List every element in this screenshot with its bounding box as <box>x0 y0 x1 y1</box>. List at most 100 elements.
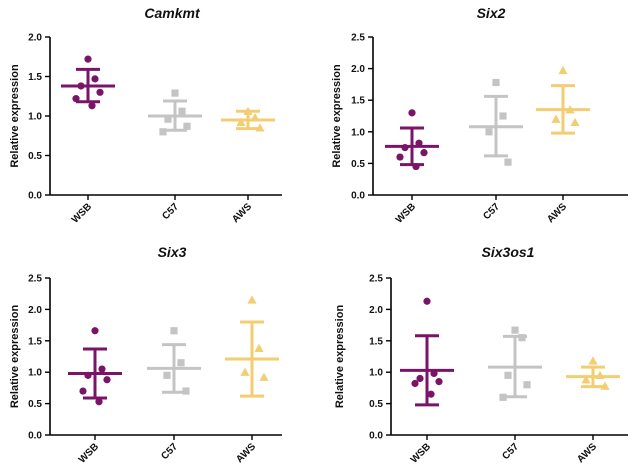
data-point <box>84 55 92 63</box>
y-tick-label: 2.5 <box>351 33 365 44</box>
data-point <box>236 117 246 126</box>
y-tick-label: 0.5 <box>28 151 42 162</box>
data-point <box>423 297 431 305</box>
data-point <box>170 327 178 335</box>
data-point <box>600 381 610 390</box>
data-point <box>492 78 500 87</box>
y-axis-label: Relative expression <box>9 305 21 409</box>
x-tick-label: AWS <box>234 441 258 465</box>
data-point <box>72 95 80 103</box>
panel-title: Six3os1 <box>482 244 535 260</box>
x-tick-label: C57 <box>500 441 521 462</box>
data-point <box>581 375 591 384</box>
panel-camkmt: Camkmt Relative expression 0.0 0.5 1.0 1.5 2.0… <box>9 5 282 226</box>
data-point <box>499 393 507 401</box>
panel-title: Camkmt <box>144 5 201 21</box>
group-wsb <box>400 297 454 407</box>
data-point <box>396 153 404 161</box>
y-tick-label: 1.5 <box>28 72 42 83</box>
y-axis-label: Relative expression <box>334 305 346 409</box>
data-point <box>511 326 519 334</box>
data-point <box>518 334 526 342</box>
y-tick-label: 1.5 <box>351 96 365 107</box>
data-point <box>171 89 179 97</box>
data-point <box>91 75 99 83</box>
data-point <box>420 149 428 157</box>
data-point <box>88 102 96 110</box>
y-tick-label: 2.5 <box>28 274 42 285</box>
x-tick-label: AWS <box>575 441 599 465</box>
data-point <box>412 162 420 171</box>
y-tick-label: 0.5 <box>351 159 365 170</box>
y-tick-label: 0.0 <box>28 431 42 442</box>
data-point <box>159 128 167 136</box>
data-point <box>182 387 190 395</box>
panel-six3: Six3 Relative expression 0.0 0.5 1.0 1.5 2.0 2.… <box>9 244 282 466</box>
y-tick-label: 2.0 <box>369 305 383 316</box>
group-c57 <box>147 327 201 395</box>
y-tick-label: 0.0 <box>369 431 383 442</box>
data-point <box>558 65 568 75</box>
data-point <box>255 123 265 132</box>
data-point <box>95 398 103 406</box>
data-point <box>177 359 185 367</box>
y-tick-label: 2.5 <box>369 274 383 285</box>
panel-title: Six3 <box>158 244 187 260</box>
y-tick-label: 1.0 <box>351 127 365 138</box>
y-tick-label: 2.0 <box>28 305 42 316</box>
data-point <box>178 107 186 115</box>
data-point <box>499 112 507 120</box>
data-point <box>254 343 264 353</box>
data-point <box>91 327 99 335</box>
group-aws <box>225 295 279 398</box>
y-tick-label: 1.5 <box>369 336 383 347</box>
data-point <box>504 158 512 166</box>
y-tick-label: 0.0 <box>28 191 42 202</box>
group-c57 <box>488 326 542 401</box>
data-point <box>411 379 419 388</box>
group-aws <box>536 65 590 135</box>
group-aws <box>566 356 620 390</box>
y-tick-label: 2.0 <box>351 64 365 75</box>
data-point <box>103 376 111 384</box>
x-tick-label: C57 <box>160 201 181 222</box>
data-point <box>247 295 257 304</box>
y-axis-label: Relative expression <box>9 64 21 168</box>
data-point <box>240 367 250 376</box>
y-tick-label: 1.0 <box>28 368 42 379</box>
x-tick-label: WSB <box>77 441 101 465</box>
data-point <box>183 122 191 130</box>
y-axis-label: Relative expression <box>331 64 343 168</box>
data-point <box>570 117 580 126</box>
y-tick-label: 1.5 <box>28 336 42 347</box>
y-tick-label: 2.0 <box>28 33 42 44</box>
y-tick-label: 0.0 <box>351 191 365 202</box>
data-point <box>408 109 416 117</box>
data-point <box>523 381 531 389</box>
panel-six2: Six2 Relative expression 0.0 0.5 1.0 1.5 2.0 2.… <box>331 5 628 226</box>
data-point <box>164 115 172 123</box>
group-aws <box>221 106 275 132</box>
data-point <box>416 374 424 383</box>
group-wsb <box>61 55 115 110</box>
panel-title: Six2 <box>477 5 506 21</box>
data-point <box>504 371 512 379</box>
group-wsb <box>385 109 439 171</box>
data-point <box>435 378 443 386</box>
y-tick-label: 1.0 <box>369 368 383 379</box>
x-tick-label: WSB <box>409 441 433 465</box>
data-point <box>98 365 106 373</box>
data-point <box>485 128 493 136</box>
data-point <box>588 356 598 365</box>
x-tick-label: WSB <box>394 201 418 225</box>
data-point <box>96 88 104 96</box>
panel-six3os1: Six3os1 Relative expression 0.0 0.5 1.0 1.5 2.… <box>334 244 628 466</box>
x-tick-label: C57 <box>159 441 180 462</box>
data-point <box>79 387 87 395</box>
y-tick-label: 0.5 <box>28 399 42 410</box>
data-point <box>243 106 253 115</box>
data-point <box>551 114 561 123</box>
data-point <box>163 371 171 379</box>
